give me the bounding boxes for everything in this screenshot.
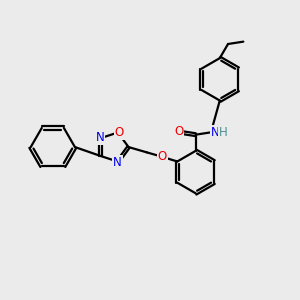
Text: N: N bbox=[211, 125, 219, 139]
Text: O: O bbox=[174, 125, 184, 138]
Text: N: N bbox=[95, 131, 104, 144]
Text: N: N bbox=[113, 156, 122, 169]
Text: O: O bbox=[115, 126, 124, 139]
Text: O: O bbox=[158, 150, 167, 163]
Text: H: H bbox=[219, 126, 228, 139]
